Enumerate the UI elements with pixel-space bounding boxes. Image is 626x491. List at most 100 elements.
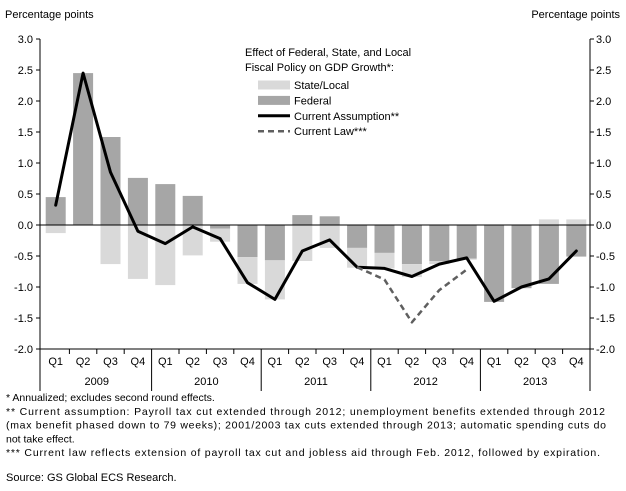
- x-quarter-label: Q3: [432, 356, 447, 368]
- federal-bar-2010-q2: [182, 195, 203, 225]
- x-quarter-label: Q2: [295, 356, 310, 368]
- axes-layer: 3.0 3.0 2.5 2.5 2.0 2.0 1.5 1.5 1.0 1.0 0.5 0.5 0.0 0…: [14, 34, 615, 391]
- legend-title-line: Fiscal Policy on GDP Growth*:: [245, 62, 394, 74]
- y-tick-label-right: 1.0: [596, 158, 611, 170]
- y-tick-label-right: -1.0: [596, 282, 615, 294]
- x-quarter-label: Q3: [322, 356, 337, 368]
- legend: Effect of Federal, State, and Local Fisca…: [245, 47, 411, 138]
- federal-bar-2011-q2: [292, 215, 313, 225]
- lines-layer: [54, 71, 578, 324]
- y-tick-label-left: 1.0: [18, 158, 33, 170]
- x-quarter-label: Q4: [569, 356, 584, 368]
- federal-bar-2010-q4: [237, 225, 258, 258]
- x-quarter-label: Q4: [131, 356, 146, 368]
- state-local-bar-2012-q1: [374, 252, 395, 269]
- federal-bar-2010-q1: [155, 184, 176, 225]
- legend-swatch-state-local: [258, 80, 290, 90]
- footnote-line: * Annualized; excludes second round effe…: [6, 392, 215, 404]
- federal-bar-2012-q2: [401, 225, 422, 265]
- y-axis-label-left: Percentage points: [5, 9, 94, 21]
- x-quarter-label: Q3: [103, 356, 118, 368]
- footnote-line: (max benefit phased down to 79 weeks); 2…: [6, 420, 606, 432]
- footnote-line: ** Current assumption: Payroll tax cut e…: [6, 406, 605, 418]
- x-quarter-label: Q1: [487, 356, 502, 368]
- x-quarter-label: Q2: [185, 356, 200, 368]
- x-quarter-label: Q1: [158, 356, 173, 368]
- y-tick-label-left: -0.5: [14, 251, 33, 263]
- legend-label-current-assumption: Current Assumption**: [294, 111, 400, 123]
- x-quarter-label: Q1: [268, 356, 283, 368]
- y-axis-label-right: Percentage points: [531, 9, 620, 21]
- footnote-line: *** Current law reflects extension of pa…: [6, 447, 600, 459]
- y-tick-label-left: -1.0: [14, 282, 33, 294]
- y-tick-label-right: -1.5: [596, 313, 615, 325]
- federal-bar-2011-q1: [264, 225, 285, 261]
- current-law-line: [356, 266, 468, 324]
- legend-title-line: Effect of Federal, State, and Local: [245, 47, 411, 59]
- y-tick-label-right: 1.5: [596, 127, 611, 139]
- current-assumption-line: [54, 71, 578, 303]
- state-local-bar-2009-q4: [127, 225, 148, 279]
- state-local-bar-2011-q3: [319, 225, 340, 248]
- federal-bar-2010-q3: [210, 225, 231, 229]
- x-quarter-label: Q2: [76, 356, 91, 368]
- federal-bar-2013-q1: [484, 225, 505, 302]
- federal-bar-2009-q2: [73, 73, 94, 225]
- x-quarter-label: Q1: [48, 356, 63, 368]
- federal-bar-2009-q4: [127, 177, 148, 225]
- y-tick-label-right: 0.5: [596, 189, 611, 201]
- y-tick-label-left: 0.5: [18, 189, 33, 201]
- x-year-label: 2010: [194, 376, 218, 388]
- state-local-bar-2013-q4: [566, 219, 587, 225]
- state-local-bar-2012-q3: [429, 261, 450, 265]
- x-quarter-label: Q4: [350, 356, 365, 368]
- x-quarter-label: Q3: [542, 356, 557, 368]
- y-tick-label-right: 2.5: [596, 65, 611, 77]
- state-local-bar-2010-q1: [155, 225, 176, 286]
- bars-layer: [45, 73, 587, 302]
- federal-bar-2012-q1: [374, 225, 395, 253]
- x-year-label: 2012: [413, 376, 437, 388]
- federal-bar-2009-q1: [45, 197, 66, 225]
- y-tick-label-right: -2.0: [596, 344, 615, 356]
- footnote-line: not take effect.: [6, 433, 75, 445]
- x-quarter-label: Q2: [405, 356, 420, 368]
- state-local-bar-2013-q3: [538, 219, 559, 225]
- x-quarter-label: Q1: [377, 356, 392, 368]
- state-local-bar-2010-q2: [182, 225, 203, 256]
- legend-label-state-local: State/Local: [294, 80, 349, 92]
- x-quarter-label: Q4: [459, 356, 474, 368]
- state-local-bar-2009-q3: [100, 225, 121, 265]
- legend-label-current-law: Current Law***: [294, 126, 367, 138]
- state-local-bar-2010-q3: [210, 228, 231, 242]
- y-tick-label-left: 3.0: [18, 34, 33, 46]
- y-tick-label-right: 0.0: [596, 220, 611, 232]
- x-year-label: 2011: [304, 376, 328, 388]
- y-tick-label-left: 2.0: [18, 96, 33, 108]
- legend-swatch-federal: [258, 95, 290, 105]
- x-year-label: 2013: [523, 376, 547, 388]
- footnotes: * Annualized; excludes second round effe…: [6, 392, 606, 459]
- federal-bar-2013-q2: [511, 225, 532, 289]
- x-quarter-label: Q4: [240, 356, 255, 368]
- y-tick-label-left: 0.0: [18, 220, 33, 232]
- y-tick-label-left: -2.0: [14, 344, 33, 356]
- federal-bar-2013-q3: [538, 225, 559, 284]
- source-note: Source: GS Global ECS Research.: [6, 472, 177, 484]
- y-tick-label-right: 2.0: [596, 96, 611, 108]
- federal-bar-2011-q3: [319, 216, 340, 225]
- state-local-bar-2011-q2: [292, 225, 313, 261]
- federal-bar-2012-q4: [456, 225, 477, 259]
- federal-bar-2012-q3: [429, 225, 450, 261]
- federal-bar-2013-q4: [566, 225, 587, 257]
- x-year-label: 2009: [85, 376, 109, 388]
- legend-label-federal: Federal: [294, 95, 331, 107]
- state-local-bar-2009-q1: [45, 225, 66, 234]
- x-quarter-label: Q3: [213, 356, 228, 368]
- y-tick-label-right: -0.5: [596, 251, 615, 263]
- y-tick-label-left: 1.5: [18, 127, 33, 139]
- state-local-bar-2011-q4: [347, 247, 368, 268]
- x-quarter-label: Q2: [514, 356, 529, 368]
- y-tick-label-left: 2.5: [18, 65, 33, 77]
